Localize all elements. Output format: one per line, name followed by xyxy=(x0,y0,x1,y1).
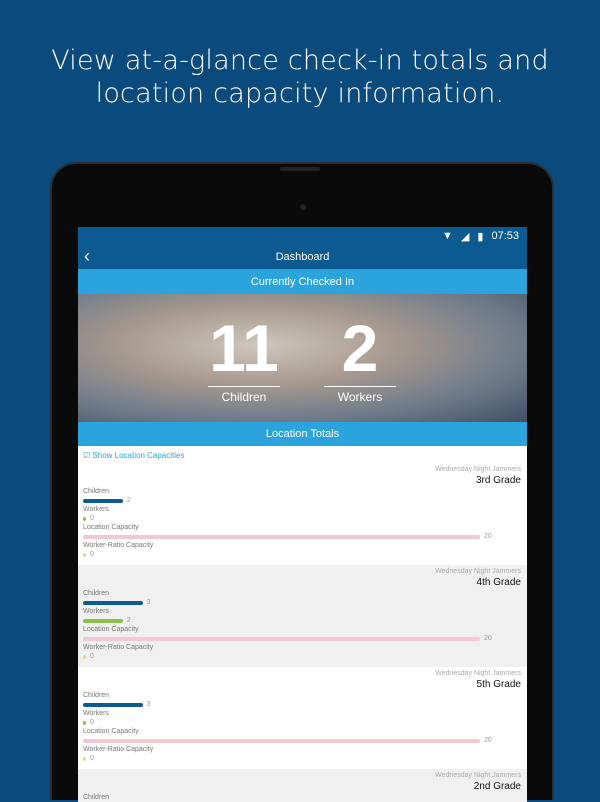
metric-value: 0 xyxy=(90,515,94,522)
location-name: 5th Grade xyxy=(476,679,521,690)
metric-bar-row: 0 xyxy=(83,718,521,727)
metric-label: Location Capacity xyxy=(83,728,139,735)
metric-value: 0 xyxy=(90,755,94,762)
battery-icon: ▮ xyxy=(477,230,484,243)
checkbox-icon: ☑ xyxy=(83,451,91,460)
location-org: Wednesday Night Jammers xyxy=(435,466,521,473)
metric-label: Workers xyxy=(83,506,109,513)
clock: 07:53 xyxy=(491,230,519,242)
metric-bar xyxy=(83,756,86,761)
metric-label: Location Capacity xyxy=(83,626,139,633)
metric-value: 20 xyxy=(484,635,492,642)
headline: View at-a-glance check-in totals and loc… xyxy=(51,45,549,109)
speaker xyxy=(280,167,320,171)
metric-value: 20 xyxy=(484,533,492,540)
metric-bar-row: 0 xyxy=(83,652,521,661)
metric-bar-row: 0 xyxy=(83,754,521,763)
metric-value: 3 xyxy=(146,701,151,708)
children-stat: 11 Children xyxy=(208,312,280,404)
location-section: Wednesday Night Jammers 3rd Grade Childre… xyxy=(78,463,527,565)
metric-label: Children xyxy=(83,488,110,495)
metric-bar-row: 3 xyxy=(83,700,521,709)
metric-value: 0 xyxy=(90,719,94,726)
location-org: Wednesday Night Jammers xyxy=(435,568,521,575)
metric-value: 3 xyxy=(146,599,151,606)
metric-value: 2 xyxy=(126,617,131,624)
metric-label: Worker-Ratio Capacity xyxy=(83,542,154,549)
metric-bar-row: 20 xyxy=(83,532,521,541)
metric-bar-row: 20 xyxy=(83,736,521,745)
app-screen: ▼ ◢ ▮ 07:53 ‹ Dashboard Currently Checke… xyxy=(78,227,527,802)
checked-in-header: Currently Checked In xyxy=(78,269,527,294)
children-count: 11 xyxy=(209,311,279,385)
location-totals-header: Location Totals xyxy=(78,422,527,446)
show-capacities-checkbox[interactable]: ☑ Show Location Capacities xyxy=(78,448,527,463)
location-section: Wednesday Night Jammers 2nd Grade Childre… xyxy=(78,769,527,802)
metric-bar-row: 0 xyxy=(83,550,521,559)
page-title: Dashboard xyxy=(275,251,330,263)
metric-bar xyxy=(83,654,86,659)
metric-label: Workers xyxy=(83,608,109,615)
workers-stat: 2 Workers xyxy=(324,312,396,404)
metric-bar-row: 3 xyxy=(83,598,521,607)
metric-label: Children xyxy=(83,692,110,699)
metric-bar xyxy=(83,720,86,725)
metric-bar xyxy=(83,552,86,557)
metric-value: 0 xyxy=(90,551,94,558)
wifi-icon: ▼ xyxy=(442,230,453,242)
metric-label: Workers xyxy=(83,710,109,717)
metric-bar-row: 0 xyxy=(83,514,521,523)
location-section: Wednesday Night Jammers 4th Grade Childre… xyxy=(78,565,527,667)
metric-value: 0 xyxy=(90,653,94,660)
location-name: 4th Grade xyxy=(476,577,521,588)
metric-value: 2 xyxy=(126,497,131,504)
metric-bar xyxy=(83,702,143,707)
location-org: Wednesday Night Jammers xyxy=(435,772,521,779)
metric-label: Children xyxy=(83,590,110,597)
back-button[interactable]: ‹ xyxy=(84,246,90,266)
metric-bar-row: 2 xyxy=(83,616,521,625)
children-label: Children xyxy=(221,390,267,404)
checked-in-summary: 11 Children 2 Workers xyxy=(78,294,527,422)
metric-bar xyxy=(83,498,123,503)
status-bar: ▼ ◢ ▮ 07:53 xyxy=(78,227,527,245)
metric-bar xyxy=(83,516,86,521)
metric-bar xyxy=(83,636,480,641)
location-org: Wednesday Night Jammers xyxy=(435,670,521,677)
metric-label: Children xyxy=(83,794,110,801)
nav-bar: ‹ Dashboard xyxy=(78,245,527,269)
metric-label: Worker-Ratio Capacity xyxy=(83,746,154,753)
metric-bar xyxy=(83,618,123,623)
workers-label: Workers xyxy=(337,390,383,404)
camera-icon xyxy=(300,204,306,210)
metric-label: Location Capacity xyxy=(83,524,139,531)
workers-count: 2 xyxy=(341,311,379,385)
metric-bar xyxy=(83,534,480,539)
location-name: 3rd Grade xyxy=(475,475,521,486)
signal-icon: ◢ xyxy=(460,230,470,243)
metric-label: Worker-Ratio Capacity xyxy=(83,644,154,651)
location-section: Wednesday Night Jammers 5th Grade Childre… xyxy=(78,667,527,769)
metric-bar-row: 2 xyxy=(83,496,521,505)
metric-bar xyxy=(83,738,480,743)
show-capacities-label: Show Location Capacities xyxy=(92,451,185,460)
metric-bar-row: 20 xyxy=(83,634,521,643)
metric-value: 20 xyxy=(484,737,492,744)
location-name: 2nd Grade xyxy=(473,781,521,792)
location-list: ☑ Show Location Capacities Wednesday Nig… xyxy=(78,448,527,802)
metric-bar xyxy=(83,600,143,605)
